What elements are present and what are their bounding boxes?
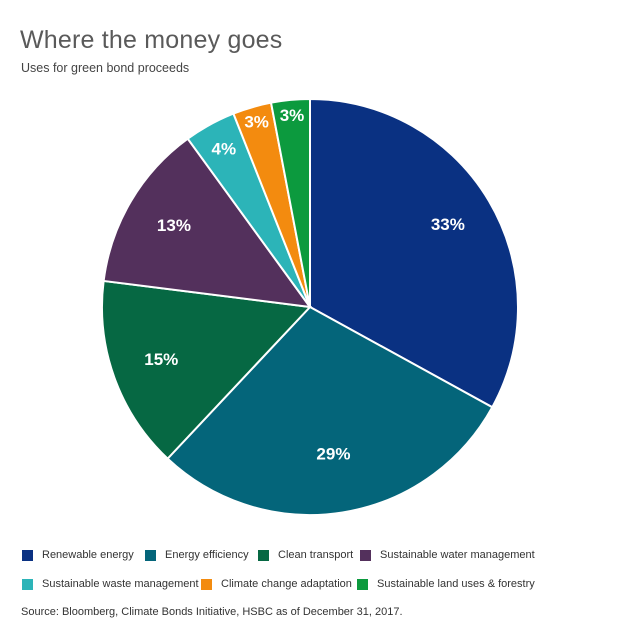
pie-chart: 33% 29% 15% 13% 4% 3% 3%	[101, 97, 519, 516]
chart-subtitle: Uses for green bond proceeds	[21, 61, 190, 75]
legend-item-sustainable-waste-management: Sustainable waste management	[22, 578, 199, 590]
slice-label-climate-change-adaptation: 3%	[244, 113, 269, 132]
slice-label-sustainable-water-management: 13%	[157, 216, 191, 235]
legend-swatch	[22, 549, 33, 561]
legend-item-climate-change-adaptation: Climate change adaptation	[201, 578, 352, 590]
legend-swatch	[201, 578, 212, 590]
legend-item-sustainable-water-management: Sustainable water management	[360, 549, 535, 561]
pie-slice-sustainable-water-management	[102, 137, 313, 309]
legend-swatch	[258, 549, 269, 561]
legend-item-clean-transport: Clean transport	[258, 549, 353, 561]
legend-item-energy-efficiency: Energy efficiency	[145, 549, 249, 561]
pie-slice-sustainable-land-uses-forestry	[269, 97, 311, 308]
pie-slice-energy-efficiency	[166, 305, 494, 516]
pie-slice-clean-transport	[101, 279, 313, 461]
legend-label: Energy efficiency	[165, 549, 249, 561]
legend-item-renewable-energy: Renewable energy	[22, 549, 134, 561]
chart-title: Where the money goes	[20, 26, 283, 54]
legend-label: Climate change adaptation	[221, 578, 352, 590]
legend-swatch	[360, 549, 371, 561]
legend-swatch	[357, 578, 368, 590]
slice-label-clean-transport: 15%	[144, 350, 178, 369]
legend-swatch	[145, 549, 156, 561]
slice-label-renewable-energy: 33%	[431, 215, 465, 234]
slice-label-sustainable-waste-management: 4%	[212, 140, 237, 159]
legend-label: Sustainable land uses & forestry	[377, 578, 535, 590]
legend-label: Sustainable waste management	[42, 578, 199, 590]
legend-swatch	[22, 578, 33, 590]
legend-label: Clean transport	[278, 549, 354, 561]
source-note: Source: Bloomberg, Climate Bonds Initiat…	[21, 606, 403, 618]
legend-label: Renewable energy	[42, 549, 134, 561]
slice-label-energy-efficiency: 29%	[316, 444, 350, 463]
legend-label: Sustainable water management	[380, 549, 535, 561]
legend-item-sustainable-land-uses-forestry: Sustainable land uses & forestry	[357, 578, 535, 590]
pie-slice-renewable-energy	[309, 97, 519, 409]
slice-label-sustainable-land-uses-forestry: 3%	[280, 106, 305, 125]
